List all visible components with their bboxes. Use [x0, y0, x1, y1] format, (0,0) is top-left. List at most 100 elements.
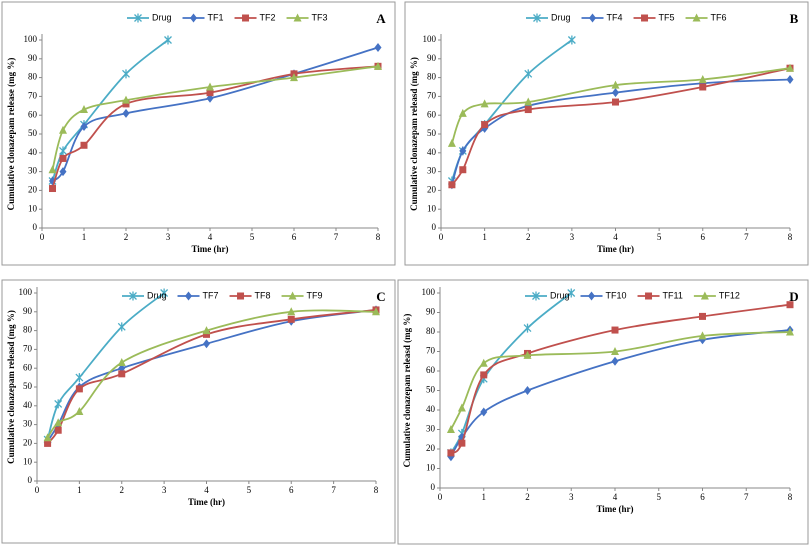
panel-border — [1, 1, 396, 266]
y-tick-label: 0 — [432, 222, 437, 232]
legend-label: TF1 — [208, 12, 224, 22]
y-tick-label: 0 — [28, 475, 33, 485]
y-tick-label: 70 — [427, 90, 437, 100]
y-tick-label: 100 — [422, 287, 436, 297]
marker — [80, 105, 88, 114]
x-tick-label: 5 — [657, 492, 662, 502]
marker — [524, 97, 533, 106]
marker — [122, 108, 130, 118]
y-tick-label: 20 — [426, 443, 436, 453]
y-axis-label: Cumulative clonazepam releasd (mg %) — [6, 310, 16, 464]
x-tick-label: 0 — [439, 232, 444, 242]
x-axis-label: Time (hr) — [596, 504, 633, 514]
legend-label: Drug — [551, 12, 571, 22]
legend-label: TF9 — [307, 290, 323, 300]
legend-label: Drug — [147, 290, 167, 300]
x-tick-label: 0 — [35, 485, 40, 495]
x-tick-label: 5 — [247, 485, 252, 495]
marker — [699, 83, 707, 91]
marker — [54, 399, 63, 409]
marker — [75, 406, 84, 415]
marker — [523, 323, 532, 333]
y-tick-label: 40 — [23, 400, 33, 410]
x-tick-label: 1 — [482, 232, 487, 242]
marker — [447, 449, 455, 457]
y-tick-label: 20 — [427, 184, 437, 194]
marker — [786, 74, 794, 84]
y-tick-label: 90 — [28, 53, 38, 63]
series-line — [450, 329, 791, 458]
marker — [645, 292, 653, 300]
x-tick-label: 4 — [613, 232, 618, 242]
marker — [290, 73, 298, 82]
marker — [459, 146, 467, 156]
marker — [287, 315, 295, 323]
marker — [372, 307, 380, 316]
marker — [611, 80, 620, 89]
marker — [612, 98, 619, 106]
y-tick-label: 100 — [24, 34, 38, 44]
x-tick-label: 1 — [77, 485, 82, 495]
marker — [786, 327, 794, 336]
marker — [160, 288, 169, 298]
x-tick-label: 6 — [292, 232, 297, 242]
marker — [786, 301, 794, 309]
series-line — [51, 65, 379, 189]
marker — [117, 358, 126, 367]
x-tick-label: 6 — [701, 232, 706, 242]
series-line — [450, 292, 572, 454]
y-tick-label: 60 — [23, 362, 33, 372]
marker — [523, 350, 532, 359]
y-tick-label: 50 — [426, 385, 436, 395]
marker — [118, 370, 126, 378]
marker — [699, 312, 706, 320]
series-line — [51, 39, 169, 182]
panel-letter: C — [376, 289, 385, 304]
y-tick-label: 20 — [23, 437, 33, 447]
marker — [447, 138, 456, 147]
y-tick-label: 100 — [19, 287, 33, 297]
x-tick-label: 2 — [124, 232, 129, 242]
x-tick-label: 6 — [700, 492, 705, 502]
x-tick-label: 7 — [331, 485, 336, 495]
marker — [206, 82, 214, 91]
panel-letter: B — [790, 11, 799, 26]
x-tick-label: 4 — [208, 232, 213, 242]
marker — [612, 88, 619, 98]
x-tick-label: 1 — [82, 232, 87, 242]
marker — [164, 35, 172, 45]
marker — [54, 418, 63, 427]
x-tick-label: 4 — [613, 492, 618, 502]
legend-label: TF8 — [255, 290, 271, 300]
y-tick-label: 20 — [28, 184, 38, 194]
marker — [692, 13, 701, 22]
x-tick-label: 1 — [482, 492, 487, 502]
legend-label: Drug — [152, 12, 172, 22]
x-tick-label: 3 — [162, 485, 167, 495]
y-axis-label: Cumulative clonazepam releasd (mg %) — [402, 314, 412, 468]
x-tick-label: 7 — [744, 232, 749, 242]
x-tick-label: 8 — [788, 492, 793, 502]
x-tick-label: 4 — [204, 485, 209, 495]
y-tick-label: 10 — [23, 456, 33, 466]
marker — [237, 292, 245, 300]
marker — [374, 61, 382, 70]
marker — [75, 385, 83, 393]
y-tick-label: 40 — [28, 147, 38, 157]
legend-label: TF2 — [260, 12, 276, 22]
marker — [567, 288, 576, 298]
x-axis-label: Time (hr) — [191, 244, 228, 254]
y-tick-label: 30 — [426, 424, 436, 434]
y-tick-label: 70 — [28, 90, 38, 100]
legend-label: TF6 — [711, 12, 727, 22]
x-tick-label: 5 — [657, 232, 662, 242]
y-tick-label: 10 — [426, 463, 436, 473]
legend-label: TF4 — [607, 12, 623, 22]
marker — [480, 407, 488, 417]
legend-label: TF3 — [312, 12, 328, 22]
x-tick-label: 3 — [569, 492, 574, 502]
y-tick-label: 60 — [427, 109, 437, 119]
marker — [203, 330, 210, 338]
marker — [288, 291, 297, 300]
marker — [242, 14, 250, 22]
